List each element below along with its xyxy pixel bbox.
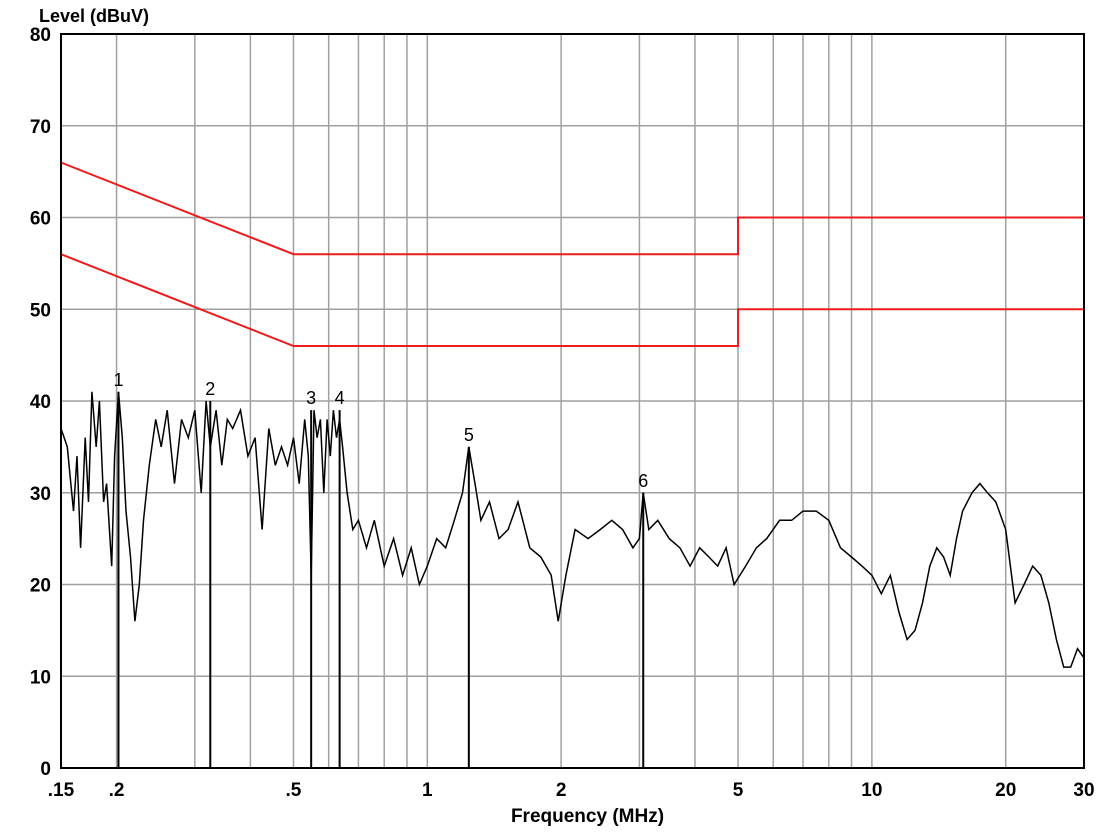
x-tick-label: .15 xyxy=(48,780,75,801)
y-tick-labels: 0 10 20 30 40 50 60 70 80 xyxy=(30,25,51,780)
x-tick-label: 5 xyxy=(733,780,744,801)
x-tick-label: 1 xyxy=(422,780,433,801)
x-tick-labels: .15 .2 .5 1 2 5 10 20 30 xyxy=(48,780,1095,801)
y-tick-label: 30 xyxy=(30,484,51,505)
grid xyxy=(60,33,1085,769)
marker-label-2: 2 xyxy=(205,379,215,399)
x-tick-label: 10 xyxy=(861,780,882,801)
peak-markers: 1 2 3 4 5 6 xyxy=(113,370,648,768)
plot-frame xyxy=(60,33,1085,769)
marker-label-5: 5 xyxy=(464,425,474,445)
y-tick-label: 60 xyxy=(30,209,51,230)
x-axis-label: Frequency (MHz) xyxy=(511,806,664,827)
x-tick-label: 2 xyxy=(556,780,567,801)
y-tick-label: 50 xyxy=(30,300,51,321)
marker-label-6: 6 xyxy=(638,471,648,491)
measurement-trace xyxy=(60,391,1085,668)
y-tick-label: 80 xyxy=(30,25,51,46)
y-axis-label: Level (dBuV) xyxy=(39,6,149,26)
limit-lines xyxy=(60,161,1084,347)
x-tick-label: 20 xyxy=(995,780,1016,801)
marker-label-1: 1 xyxy=(113,370,123,390)
limit-line-1 xyxy=(60,161,1084,256)
marker-label-3: 3 xyxy=(306,388,316,408)
x-tick-label: .5 xyxy=(286,780,302,801)
y-tick-label: 70 xyxy=(30,117,51,138)
measurement-line xyxy=(60,391,1085,668)
y-tick-label: 40 xyxy=(30,392,51,413)
y-tick-label: 20 xyxy=(30,576,51,597)
x-tick-label: 30 xyxy=(1073,780,1094,801)
y-tick-label: 10 xyxy=(30,667,51,688)
y-tick-label: 0 xyxy=(40,759,51,780)
marker-label-4: 4 xyxy=(335,388,345,408)
x-tick-label: .2 xyxy=(109,780,125,801)
limit-line-2 xyxy=(60,253,1084,347)
